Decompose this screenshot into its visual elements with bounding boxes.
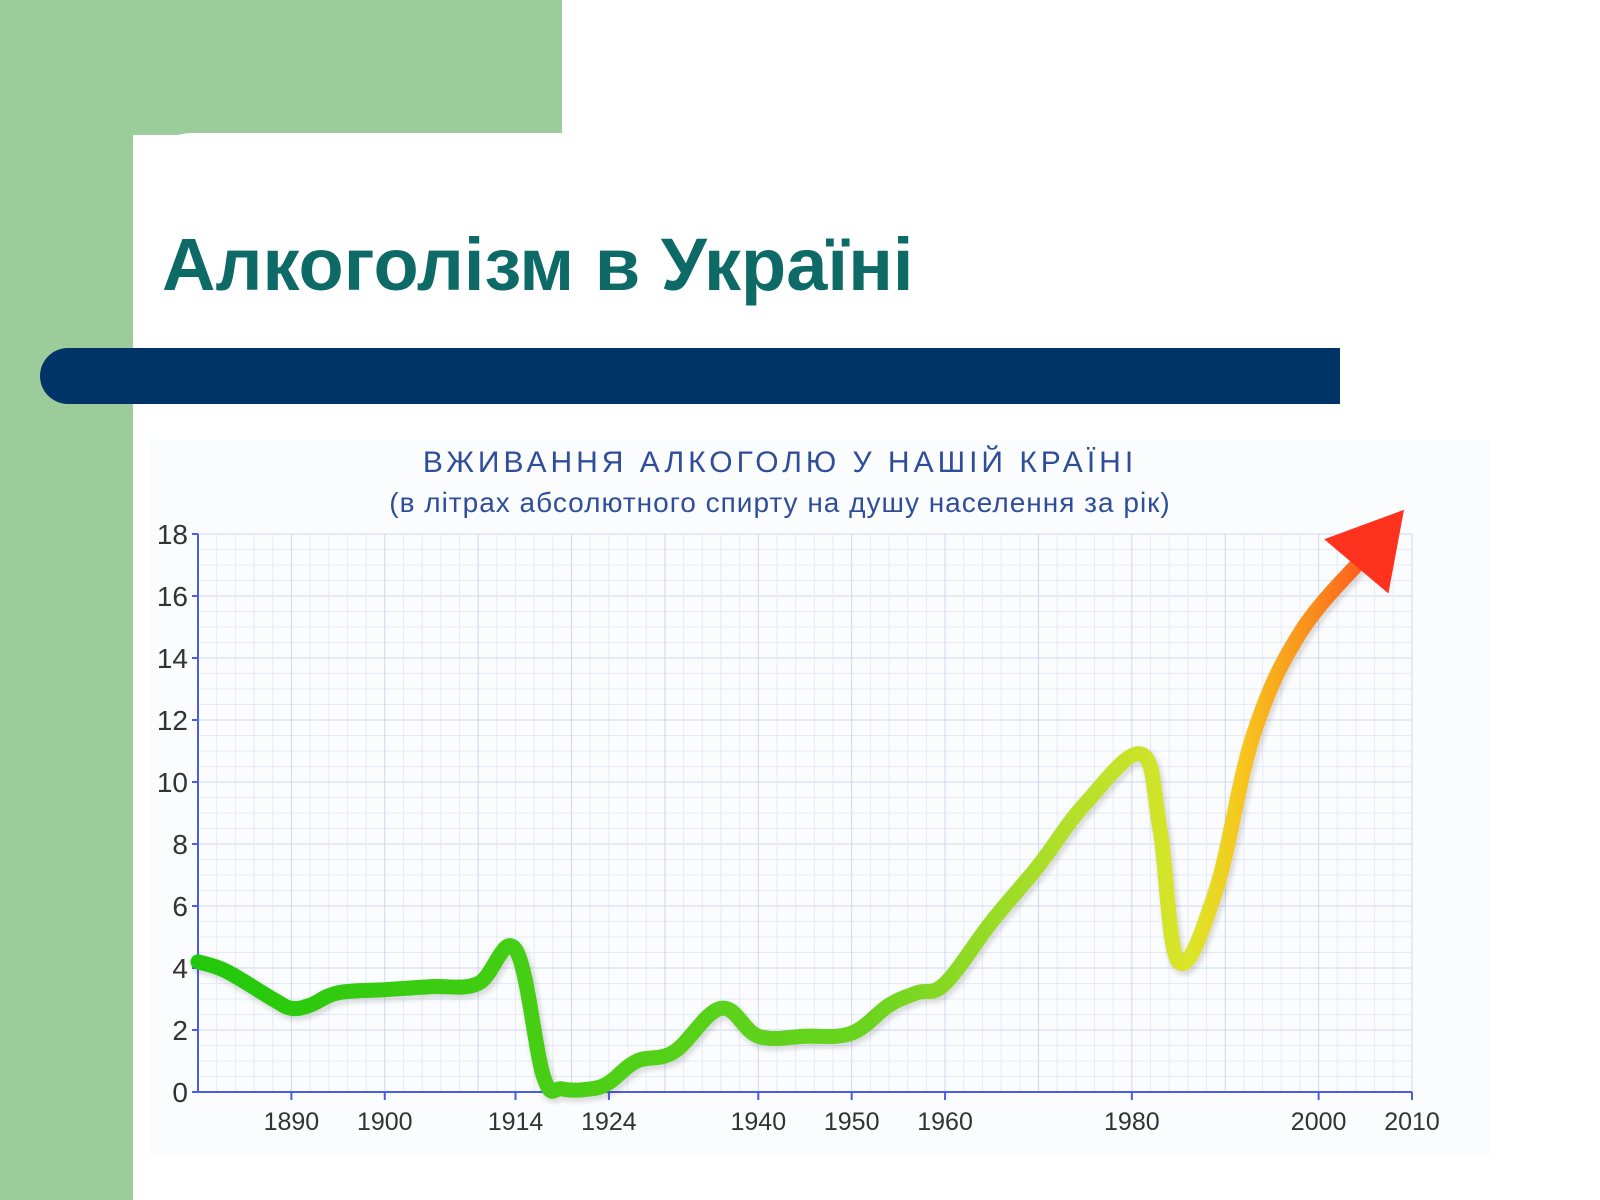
x-tick-label: 1960 bbox=[917, 1108, 973, 1136]
y-tick-label: 16 bbox=[157, 581, 188, 612]
y-tick-label: 6 bbox=[172, 891, 188, 922]
y-tick-label: 12 bbox=[157, 705, 188, 736]
chart-panel: ВЖИВАННЯ АЛКОГОЛЮ У НАШІЙ КРАЇНІ (в літр… bbox=[150, 440, 1490, 1156]
slide-title: Алкоголізм в Україні bbox=[162, 223, 914, 306]
y-tick-label: 2 bbox=[172, 1015, 188, 1046]
x-tick-label: 1980 bbox=[1104, 1108, 1160, 1136]
series-line bbox=[190, 548, 1373, 1099]
x-tick-label: 1890 bbox=[264, 1108, 320, 1136]
y-tick-label: 10 bbox=[157, 767, 188, 798]
green-side-decor bbox=[0, 0, 133, 1200]
y-axis-ticks: 0 2 4 6 8 10 12 14 16 18 bbox=[157, 519, 198, 1108]
y-tick-label: 18 bbox=[157, 519, 188, 550]
x-tick-label: 2010 bbox=[1384, 1108, 1440, 1136]
x-tick-label: 1900 bbox=[357, 1108, 413, 1136]
x-tick-label: 1914 bbox=[488, 1108, 544, 1136]
y-tick-label: 4 bbox=[172, 953, 188, 984]
x-tick-label: 1950 bbox=[824, 1108, 880, 1136]
chart-subtitle: (в літрах абсолютного спирту на душу нас… bbox=[389, 487, 1170, 518]
series-layer bbox=[190, 509, 1404, 1104]
x-tick-label: 1924 bbox=[581, 1108, 637, 1136]
y-tick-label: 14 bbox=[157, 643, 188, 674]
x-tick-label: 1940 bbox=[730, 1108, 786, 1136]
chart-title: ВЖИВАННЯ АЛКОГОЛЮ У НАШІЙ КРАЇНІ bbox=[423, 445, 1137, 479]
y-tick-label: 0 bbox=[172, 1077, 188, 1108]
x-axis-ticks: 1890 1900 1914 1924 1940 1950 1960 1980 2000 2010 bbox=[264, 1092, 1440, 1136]
y-tick-label: 8 bbox=[172, 829, 188, 860]
alcohol-consumption-chart: ВЖИВАННЯ АЛКОГОЛЮ У НАШІЙ КРАЇНІ (в літр… bbox=[150, 440, 1490, 1156]
x-tick-label: 2000 bbox=[1291, 1108, 1347, 1136]
trend-arrowhead bbox=[1324, 509, 1404, 594]
title-underline-bar bbox=[40, 348, 1340, 404]
